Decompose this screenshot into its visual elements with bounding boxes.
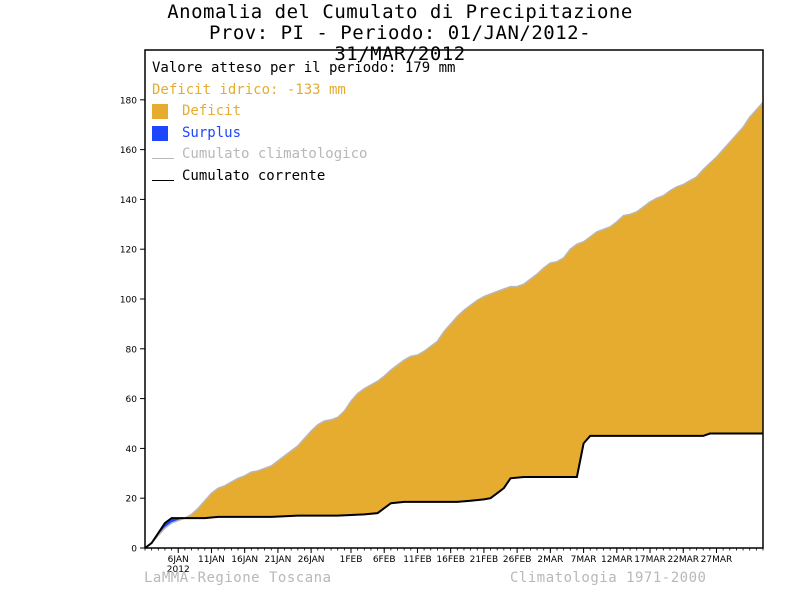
footer-source: LaMMA-Regione Toscana [144, 570, 332, 586]
y-tick-label: 100 [120, 296, 137, 306]
current-line [144, 432, 763, 549]
x-tick-label: 11FEB [403, 555, 432, 565]
y-tick-label: 80 [126, 345, 138, 355]
deficit-value-text: Deficit idrico: -133 mm [152, 81, 346, 98]
x-tick-label: 6FEB [373, 555, 396, 565]
x-tick-label: 6JAN [168, 555, 189, 565]
x-tick-label: 27MAR [701, 555, 733, 565]
y-tick-label: 140 [120, 196, 137, 206]
chart-title: Anomalia del Cumulato di Precipitazione [167, 1, 633, 23]
legend-deficit-value: Deficit idrico: -133 mm [152, 80, 455, 102]
y-tick-label: 180 [120, 96, 137, 106]
y-tick-label: 40 [126, 445, 138, 455]
expected-value-text: Valore atteso per il periodo: 179 mm [152, 60, 456, 76]
deficit-label: Deficit [182, 103, 242, 119]
y-tick-label: 0 [131, 545, 137, 555]
x-tick-label: 7MAR [571, 555, 597, 565]
x-tick-label: 16FEB [436, 555, 465, 565]
current-label: Cumulato corrente [182, 167, 326, 184]
surplus-swatch [152, 125, 168, 141]
climatological-line [144, 101, 764, 549]
y-tick-label: 160 [120, 146, 137, 156]
x-tick-label: 21JAN [264, 555, 291, 565]
x-tick-label: 21FEB [470, 555, 499, 565]
x-year-label: 2012 [167, 565, 190, 575]
legend-deficit: Deficit [152, 101, 455, 123]
climatological-label: Cumulato climatologico [182, 146, 368, 162]
x-tick-label: 26FEB [503, 555, 532, 565]
legend-climatological: Cumulato climatologico [152, 144, 455, 166]
x-tick-label: 16JAN [231, 555, 258, 565]
chart-subtitle: Prov: PI - Periodo: 01/JAN/2012-31/MAR/2… [208, 22, 592, 65]
x-tick-label: 2MAR [537, 555, 563, 565]
footer-climatology: Climatologia 1971-2000 [510, 570, 707, 586]
x-tick-label: 12MAR [601, 555, 633, 565]
surplus-label: Surplus [182, 124, 242, 141]
deficit-area [145, 102, 763, 548]
y-tick-label: 60 [126, 395, 138, 405]
x-tick-label: 17MAR [634, 555, 666, 565]
legend: Valore atteso per il periodo: 179 mm Def… [152, 58, 455, 187]
y-tick-label: 120 [120, 246, 137, 256]
legend-surplus: Surplus [152, 123, 455, 145]
x-tick-label: 22MAR [667, 555, 699, 565]
y-tick-label: 20 [126, 495, 138, 505]
deficit-swatch [152, 104, 168, 120]
x-tick-label: 1FEB [340, 555, 363, 565]
legend-current: Cumulato corrente [152, 166, 455, 188]
current-line-swatch [152, 179, 174, 181]
x-tick-label: 11JAN [198, 555, 225, 565]
legend-expected-value: Valore atteso per il periodo: 179 mm [152, 58, 455, 80]
climatological-line-swatch [152, 158, 174, 160]
plot-frame [144, 49, 764, 549]
x-tick-label: 26JAN [298, 555, 325, 565]
